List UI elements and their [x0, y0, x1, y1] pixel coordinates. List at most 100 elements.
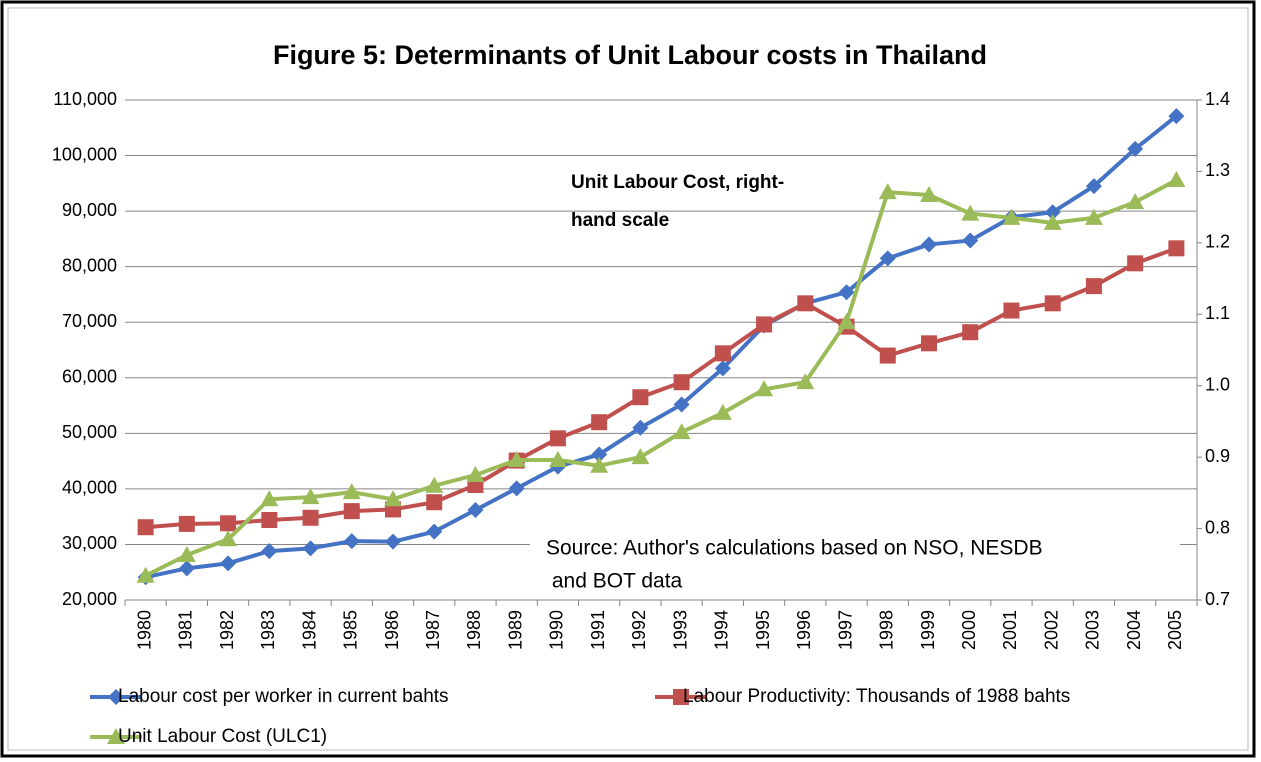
- marker: [1044, 204, 1061, 221]
- marker: [178, 515, 195, 532]
- marker: [219, 530, 238, 547]
- marker: [1003, 302, 1020, 319]
- marker: [673, 396, 690, 413]
- marker: [879, 250, 896, 267]
- y-tick-label: 20,000: [62, 589, 117, 609]
- x-tick-label: 2004: [1124, 610, 1144, 650]
- x-tick-label: 1988: [464, 610, 484, 650]
- x-tick-label: 1989: [505, 610, 525, 650]
- marker: [713, 403, 732, 420]
- y-tick-label: 60,000: [62, 367, 117, 387]
- x-tick-label: 1981: [176, 610, 196, 650]
- marker: [385, 533, 401, 550]
- marker: [797, 295, 814, 312]
- y2-tick-label: 1.0: [1205, 374, 1230, 394]
- marker: [1168, 240, 1185, 257]
- x-tick-label: 2002: [1041, 610, 1061, 650]
- x-tick-label: 1986: [382, 610, 402, 650]
- marker: [426, 494, 443, 511]
- marker: [549, 430, 566, 447]
- marker: [178, 560, 195, 577]
- x-tick-label: 1984: [299, 610, 319, 650]
- x-tick-label: 1983: [258, 610, 278, 650]
- marker: [136, 566, 155, 583]
- annotation: hand scale: [571, 210, 669, 231]
- x-tick-label: 2003: [1083, 610, 1103, 650]
- marker: [591, 414, 608, 431]
- x-tick-label: 1980: [134, 610, 154, 650]
- x-tick-label: 1987: [423, 610, 443, 650]
- marker: [426, 523, 443, 540]
- marker: [467, 502, 484, 518]
- x-tick-label: 1993: [670, 610, 690, 650]
- x-tick-label: 1999: [918, 610, 938, 650]
- x-tick-label: 1982: [217, 610, 237, 650]
- marker: [384, 490, 402, 507]
- marker: [508, 480, 525, 497]
- x-tick-label: 1991: [588, 610, 608, 650]
- y2-tick-label: 0.7: [1205, 589, 1230, 609]
- marker: [632, 389, 649, 406]
- y2-tick-label: 1.1: [1205, 303, 1230, 323]
- chart-title: Figure 5: Determinants of Unit Labour co…: [273, 40, 987, 70]
- marker: [672, 423, 691, 440]
- marker: [756, 316, 773, 333]
- marker: [796, 373, 815, 390]
- marker: [714, 360, 731, 377]
- x-tick-label: 2005: [1165, 610, 1185, 650]
- marker: [755, 380, 774, 397]
- legend-label: Labour cost per worker in current bahts: [118, 686, 449, 707]
- x-tick-label: 1996: [794, 610, 814, 650]
- marker: [507, 451, 526, 467]
- y-tick-label: 100,000: [52, 144, 117, 164]
- marker: [302, 509, 319, 526]
- y-tick-label: 90,000: [62, 200, 117, 220]
- marker: [1126, 193, 1145, 210]
- chart-inner-frame: [7, 7, 1249, 751]
- annotation: Source: Author's calculations based on N…: [546, 537, 1043, 560]
- marker: [878, 183, 897, 200]
- y2-tick-label: 1.2: [1205, 232, 1230, 252]
- x-tick-label: 1998: [877, 610, 897, 650]
- marker: [632, 419, 649, 436]
- legend-marker: [673, 689, 689, 705]
- marker: [920, 186, 938, 202]
- marker: [301, 488, 320, 505]
- marker: [342, 483, 361, 500]
- y2-tick-label: 1.3: [1205, 160, 1230, 180]
- x-tick-label: 2001: [1000, 610, 1020, 650]
- marker: [921, 236, 937, 253]
- marker: [302, 540, 319, 557]
- marker: [220, 515, 237, 532]
- marker: [1084, 208, 1103, 225]
- marker: [261, 512, 278, 528]
- marker: [1127, 140, 1144, 157]
- y-tick-label: 70,000: [62, 311, 117, 331]
- marker: [837, 313, 856, 330]
- annotation-box: [530, 530, 1180, 598]
- x-tick-label: 1990: [547, 610, 567, 650]
- marker: [466, 466, 485, 482]
- marker: [1127, 255, 1144, 272]
- x-tick-label: 1995: [753, 610, 773, 650]
- marker: [631, 448, 650, 465]
- marker: [1085, 178, 1102, 195]
- y-tick-label: 40,000: [62, 478, 117, 498]
- annotation: and BOT data: [546, 570, 683, 593]
- y-tick-label: 80,000: [62, 255, 117, 275]
- marker: [591, 446, 608, 463]
- marker: [1002, 208, 1021, 225]
- legend-marker: [108, 689, 124, 705]
- marker: [220, 555, 237, 572]
- legend-label: Unit Labour Cost (ULC1): [118, 726, 327, 747]
- marker: [260, 490, 279, 507]
- marker: [673, 374, 690, 391]
- legend-label: Labour Productivity: Thousands of 1988 b…: [683, 686, 1070, 707]
- marker: [1168, 108, 1185, 125]
- marker: [961, 204, 980, 221]
- marker: [921, 335, 937, 352]
- x-tick-label: 1997: [835, 610, 855, 650]
- marker: [1167, 171, 1186, 187]
